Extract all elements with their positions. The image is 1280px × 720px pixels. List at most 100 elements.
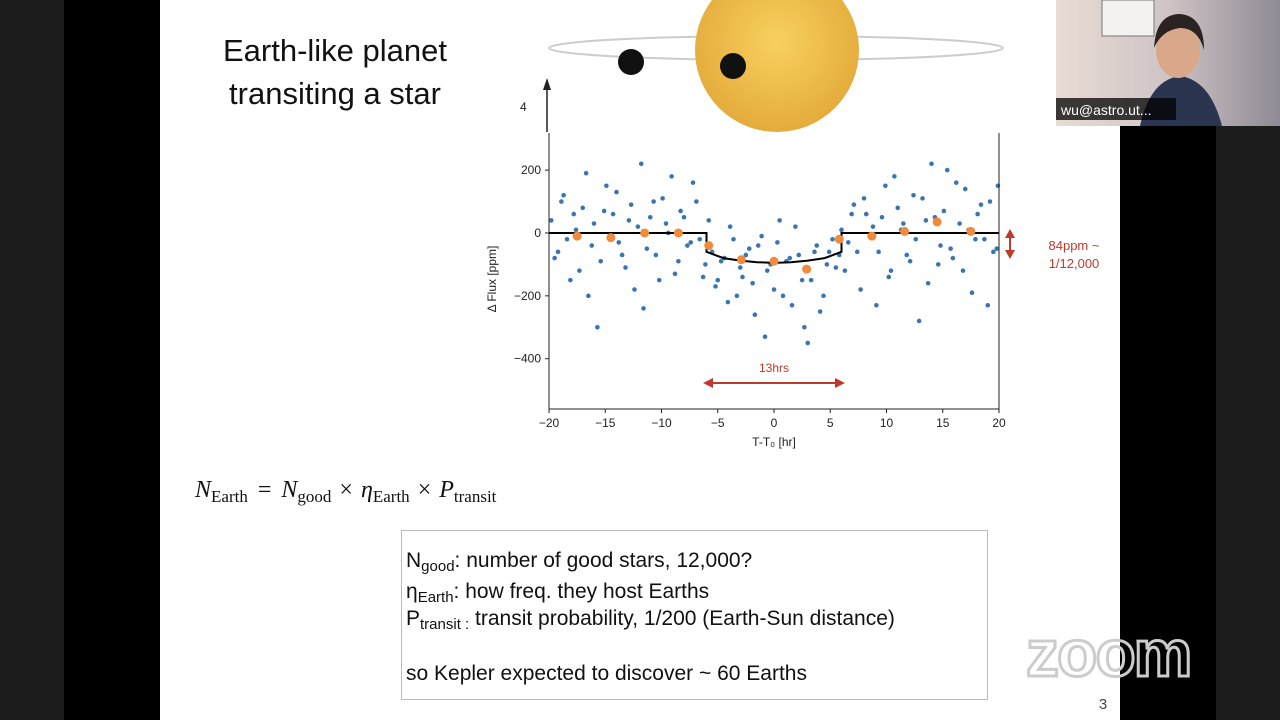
window <box>1101 0 1155 37</box>
data-point <box>975 211 980 217</box>
data-point <box>595 324 600 330</box>
binned-point <box>640 228 650 238</box>
y-tick-label: −400 <box>514 352 541 366</box>
data-point <box>935 262 941 267</box>
text: transit probability, 1/200 (Earth-Sun di… <box>469 607 895 630</box>
binned-point <box>900 226 909 236</box>
data-point <box>863 211 869 217</box>
arrow-head <box>1005 229 1015 238</box>
data-point <box>548 218 554 223</box>
data-point <box>725 299 731 305</box>
x-tick-label: −10 <box>651 416 672 430</box>
star <box>695 0 859 132</box>
data-point <box>799 277 805 283</box>
data-point <box>580 205 586 211</box>
eq-symbol: η <box>361 477 373 503</box>
data-point <box>808 277 814 283</box>
data-point <box>762 334 768 339</box>
annotation: 13hrs <box>759 361 789 375</box>
data-point <box>994 246 1000 251</box>
data-point <box>839 227 844 233</box>
x-tick-label: 0 <box>771 416 778 430</box>
sub: good <box>421 558 454 575</box>
data-point <box>623 265 628 270</box>
x-tick-label: 10 <box>880 416 894 430</box>
arrow-head <box>1005 250 1015 259</box>
name-tag: wu@astro.ut... <box>1060 102 1151 118</box>
annotation: 1/12,000 <box>1049 256 1100 271</box>
binned-point <box>769 256 779 266</box>
data-point <box>911 192 916 198</box>
text: : number of good stars, 12,000? <box>455 549 753 572</box>
data-point <box>812 249 817 255</box>
eq-symbol: N <box>194 477 213 503</box>
transit-illustration: 4 <box>520 0 1004 132</box>
data-point <box>610 211 616 217</box>
data-point <box>651 199 656 204</box>
symbol: N <box>406 549 421 572</box>
box-line: Ngood: number of good stars, 12,000? <box>406 549 752 575</box>
data-point <box>870 224 876 229</box>
data-point <box>561 192 566 198</box>
data-point <box>876 249 881 255</box>
data-point <box>777 218 782 223</box>
data-point <box>895 205 901 211</box>
sub: transit : <box>420 616 469 633</box>
y-tick-label: 0 <box>534 226 541 240</box>
data-point <box>694 199 699 204</box>
y-tick-label: 200 <box>521 163 541 177</box>
data-point <box>616 240 622 245</box>
data-point <box>787 255 793 261</box>
annotation: 84ppm ~ <box>1049 238 1100 253</box>
data-point <box>789 302 795 308</box>
data-point <box>849 211 854 217</box>
text: : how freq. they host Earths <box>454 580 710 603</box>
data-point <box>591 221 597 226</box>
data-point <box>552 255 557 261</box>
data-point <box>854 249 860 255</box>
binned-point <box>736 255 746 265</box>
image-label: 4 <box>520 100 527 114</box>
data-point <box>858 287 863 292</box>
x-tick-label: 15 <box>936 416 950 430</box>
data-point <box>734 293 740 299</box>
binned-point <box>802 264 812 274</box>
data-point <box>653 252 659 258</box>
data-point <box>568 277 573 283</box>
x-tick-label: −15 <box>595 416 616 430</box>
data-point <box>688 240 694 245</box>
eq-sub: Earth <box>211 487 248 506</box>
data-point <box>944 167 950 173</box>
data-point <box>604 183 609 189</box>
x-axis-label: T-T₀ [hr] <box>752 435 796 449</box>
data-point <box>982 236 987 242</box>
binned-point <box>704 241 714 251</box>
data-point <box>805 340 811 346</box>
data-point <box>660 196 665 201</box>
data-point <box>771 287 777 292</box>
data-point <box>888 268 894 273</box>
data-point <box>571 211 577 217</box>
symbol: P <box>406 607 420 630</box>
y-axis-label: Δ Flux [ppm] <box>485 246 499 313</box>
data-point <box>925 280 931 286</box>
data-point <box>960 268 966 273</box>
data-point <box>842 268 848 273</box>
text-box <box>401 530 988 700</box>
video-tile[interactable]: wu@astro.ut... <box>1056 0 1280 126</box>
arrow-head <box>703 378 713 388</box>
data-point <box>929 161 934 167</box>
data-point <box>672 271 678 277</box>
data-point <box>713 284 718 289</box>
data-point <box>678 208 683 214</box>
zoom-logo: zoom <box>1026 616 1190 690</box>
data-point <box>676 258 681 264</box>
plot-area <box>549 133 999 409</box>
binned-point <box>867 231 877 241</box>
data-point <box>969 290 975 295</box>
data-point <box>685 243 690 248</box>
data-point <box>923 218 929 223</box>
sub: Earth <box>418 589 454 606</box>
data-point <box>883 183 888 189</box>
data-point <box>886 274 892 280</box>
